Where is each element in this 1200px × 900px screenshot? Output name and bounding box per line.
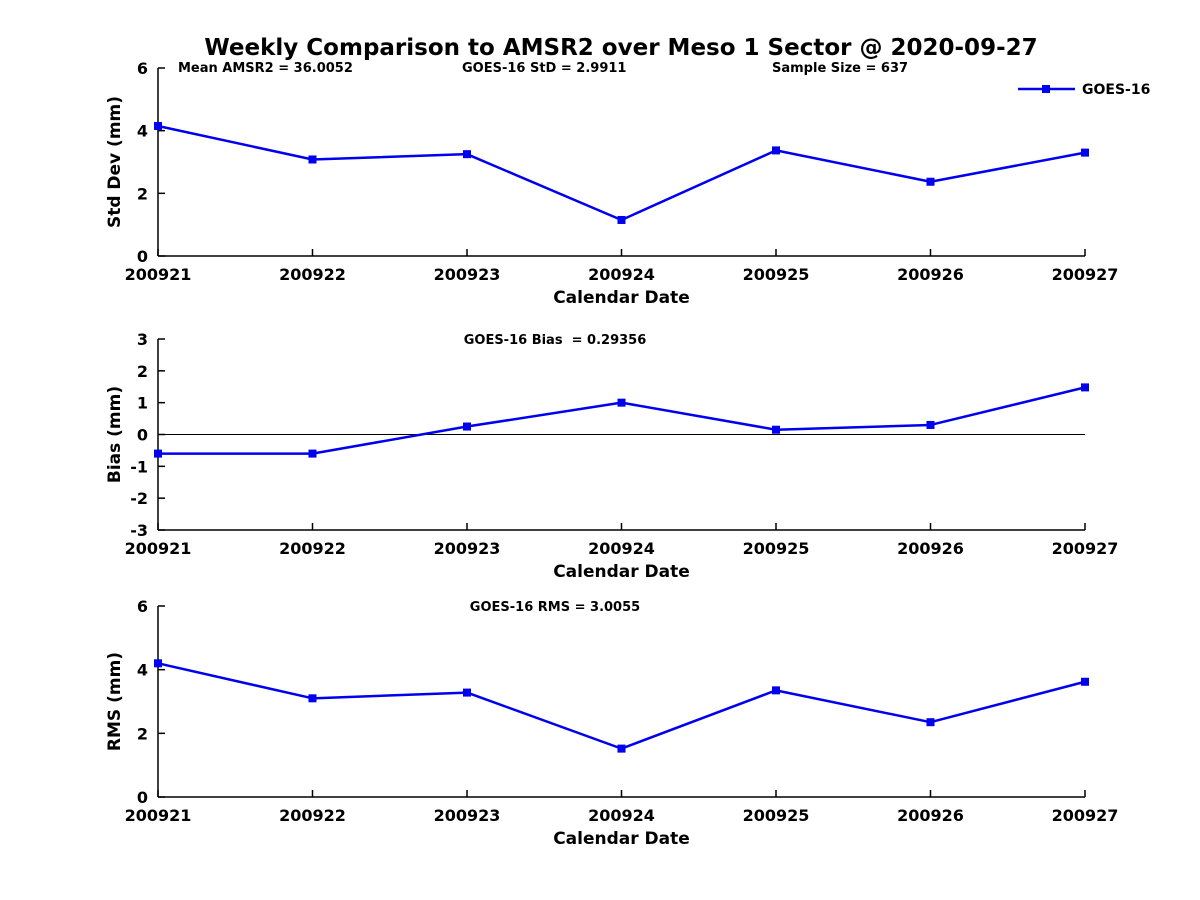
data-point-marker xyxy=(926,420,935,429)
panel-title-annotation: GOES-16 Bias = 0.29356 xyxy=(464,333,647,348)
x-tick-label: 200926 xyxy=(897,265,964,284)
x-tick-label: 200925 xyxy=(743,806,810,825)
data-point-marker xyxy=(1081,148,1089,157)
x-tick-label: 200925 xyxy=(743,265,810,284)
stat-annotation: Mean AMSR2 = 36.0052 xyxy=(178,61,353,76)
x-tick-label: 200922 xyxy=(279,265,346,284)
series-polyline xyxy=(158,386,1086,455)
y-tick-label: 4 xyxy=(137,661,148,680)
legend-series-marker-swatch xyxy=(1042,85,1050,93)
y-tick-label: -1 xyxy=(130,457,148,476)
legend: GOES-16 xyxy=(1018,82,1150,98)
y-tick-label: 2 xyxy=(137,724,148,743)
data-point-marker xyxy=(463,688,471,697)
data-point-marker xyxy=(926,718,935,727)
chart-panels: 0 2 4 6 200921 200922 200923 200924 200925 200926… xyxy=(105,59,1118,849)
data-point-marker xyxy=(617,744,626,753)
series-polyline xyxy=(157,662,1086,750)
stat-annotation: Sample Size = 637 xyxy=(772,61,908,76)
y-tick-label: 1 xyxy=(137,394,148,413)
data-point-marker xyxy=(463,150,471,159)
data-point-marker xyxy=(926,177,935,186)
y-tick-label: 6 xyxy=(137,59,148,78)
x-tick-label: 200924 xyxy=(588,265,655,284)
y-tick-label: 4 xyxy=(137,122,148,141)
data-point-marker xyxy=(772,425,780,434)
chart-panel-bias: -3 -2 -1 0 1 2 3 200921 200922 200923 200924 200925… xyxy=(105,330,1118,582)
x-tick-label: 200924 xyxy=(588,806,655,825)
x-tick-label: 200923 xyxy=(434,539,501,558)
data-point-marker xyxy=(617,215,626,224)
data-point-marker xyxy=(1081,677,1089,686)
stat-annotation: GOES-16 StD = 2.9911 xyxy=(462,61,626,76)
y-axis-title: RMS (mm) xyxy=(105,652,125,751)
data-point-marker xyxy=(154,659,162,668)
chart-panel-std-dev: 0 2 4 6 200921 200922 200923 200924 200925 200926… xyxy=(105,59,1118,308)
chart-panel-rms: 0 2 4 6 200921 200922 200923 200924 200925 200926… xyxy=(105,597,1118,849)
data-point-marker xyxy=(1081,383,1089,392)
figure-title: Weekly Comparison to AMSR2 over Meso 1 S… xyxy=(204,35,1037,61)
x-tick-label: 200925 xyxy=(743,539,810,558)
y-axis-title: Std Dev (mm) xyxy=(105,96,125,228)
x-tick-label: 200921 xyxy=(125,806,192,825)
series-polyline xyxy=(157,124,1086,222)
data-point-marker xyxy=(308,155,317,164)
x-tick-label: 200927 xyxy=(1052,265,1119,284)
y-tick-label: 2 xyxy=(137,362,148,381)
x-axis-title: Calendar Date xyxy=(553,829,690,849)
y-tick-label: 0 xyxy=(137,788,148,807)
x-tick-label: 200926 xyxy=(897,539,964,558)
y-tick-label: -2 xyxy=(130,489,148,508)
y-tick-label: 6 xyxy=(137,597,148,616)
x-tick-label: 200927 xyxy=(1052,806,1119,825)
x-tick-label: 200923 xyxy=(434,265,501,284)
y-tick-label: -3 xyxy=(130,521,148,540)
panel-title-annotation: GOES-16 RMS = 3.0055 xyxy=(470,600,640,615)
data-point-marker xyxy=(463,422,471,431)
y-tick-label: 0 xyxy=(137,247,148,266)
data-point-marker xyxy=(308,449,317,458)
y-tick-label: 2 xyxy=(137,184,148,203)
y-axis-title: Bias (mm) xyxy=(105,386,125,483)
x-axis-title: Calendar Date xyxy=(553,288,690,308)
y-tick-label: 0 xyxy=(137,426,148,445)
x-tick-label: 200924 xyxy=(588,539,655,558)
y-tick-label: 3 xyxy=(137,330,148,349)
data-point-marker xyxy=(308,694,317,703)
data-point-marker xyxy=(772,146,780,155)
x-tick-label: 200927 xyxy=(1052,539,1119,558)
x-tick-label: 200922 xyxy=(279,539,346,558)
legend-label: GOES-16 xyxy=(1082,82,1150,98)
x-tick-label: 200923 xyxy=(434,806,501,825)
x-tick-label: 200926 xyxy=(897,806,964,825)
data-point-marker xyxy=(772,686,780,695)
x-tick-label: 200922 xyxy=(279,806,346,825)
data-point-marker xyxy=(154,449,162,458)
data-point-marker xyxy=(154,121,162,130)
x-tick-label: 200921 xyxy=(125,539,192,558)
x-tick-label: 200921 xyxy=(125,265,192,284)
x-axis-title: Calendar Date xyxy=(553,562,690,582)
data-point-marker xyxy=(617,398,626,407)
